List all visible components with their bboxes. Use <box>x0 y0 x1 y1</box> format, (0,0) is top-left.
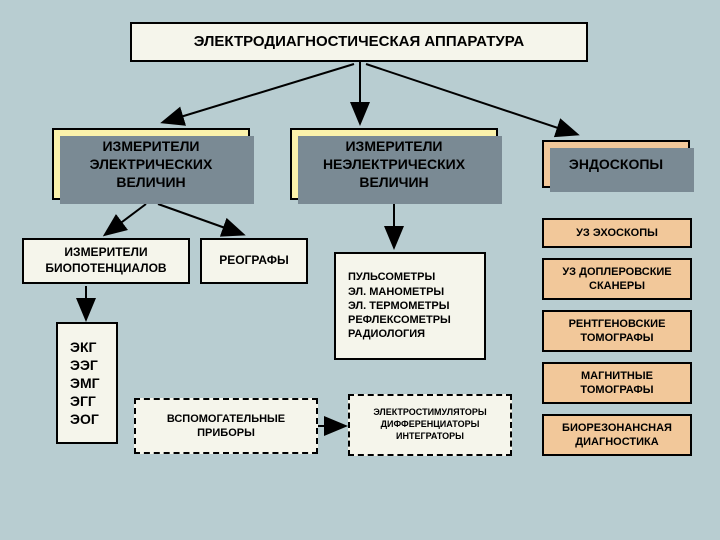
node-n3: ЭНДОСКОПЫ <box>542 140 690 188</box>
node-n1: ИЗМЕРИТЕЛИЭЛЕКТРИЧЕСКИХВЕЛИЧИН <box>52 128 250 200</box>
node-n8: ВСПОМОГАТЕЛЬНЫЕПРИБОРЫ <box>134 398 318 454</box>
arrow-1 <box>164 64 354 122</box>
arrow-3 <box>106 204 146 234</box>
node-n2: ИЗМЕРИТЕЛИНЕЭЛЕКТРИЧЕСКИХВЕЛИЧИН <box>290 128 498 200</box>
node-n4: ИЗМЕРИТЕЛИБИОПОТЕНЦИАЛОВ <box>22 238 190 284</box>
node-n5: РЕОГРАФЫ <box>200 238 308 284</box>
node-e2: УЗ ДОПЛЕРОВСКИЕСКАНЕРЫ <box>542 258 692 300</box>
arrow-2 <box>366 64 576 134</box>
node-n6: ПУЛЬСОМЕТРЫЭЛ. МАНОМЕТРЫЭЛ. ТЕРМОМЕТРЫРЕ… <box>334 252 486 360</box>
node-n9: ЭЛЕКТРОСТИМУЛЯТОРЫДИФФЕРЕНЦИАТОРЫИНТЕГРА… <box>348 394 512 456</box>
arrow-4 <box>158 204 242 234</box>
node-e5: БИОРЕЗОНАНСНАЯДИАГНОСТИКА <box>542 414 692 456</box>
node-e4: МАГНИТНЫЕТОМОГРАФЫ <box>542 362 692 404</box>
node-e3: РЕНТГЕНОВСКИЕТОМОГРАФЫ <box>542 310 692 352</box>
node-e1: УЗ ЭХОСКОПЫ <box>542 218 692 248</box>
node-n7: ЭКГЭЭГЭМГЭГГЭОГ <box>56 322 118 444</box>
title-box: ЭЛЕКТРОДИАГНОСТИЧЕСКАЯ АППАРАТУРА <box>130 22 588 62</box>
